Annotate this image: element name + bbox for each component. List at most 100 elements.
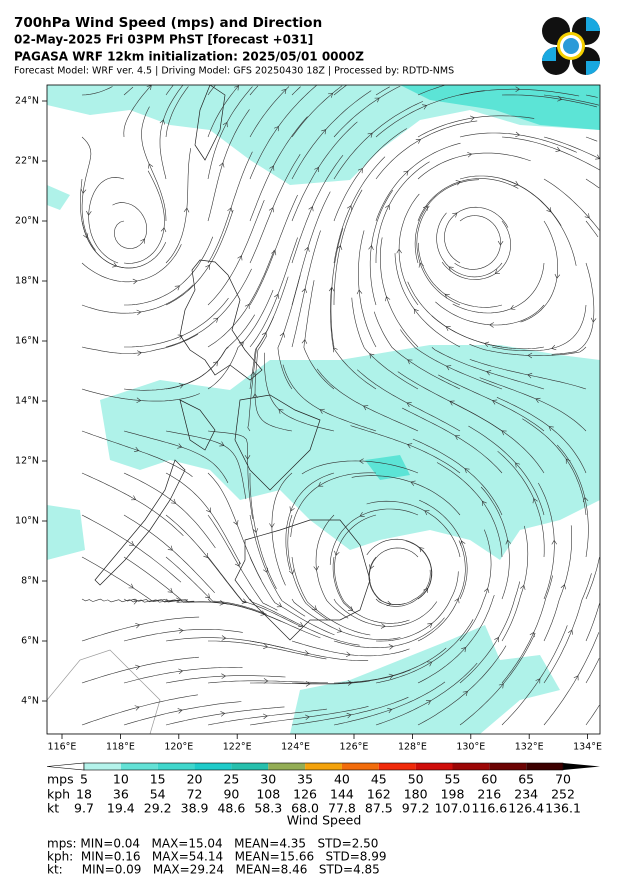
lon-label: 124°E	[281, 742, 310, 753]
streamline-arrow	[136, 309, 142, 316]
lon-label: 128°E	[398, 742, 427, 753]
streamline	[585, 178, 600, 189]
streamline	[543, 94, 600, 106]
colorbar-value: 162	[367, 787, 391, 802]
streamline-arrow	[368, 245, 374, 251]
streamline-arrow	[573, 675, 579, 681]
colorbar-value: 126	[293, 787, 317, 802]
colorbar-segment	[194, 763, 232, 770]
streamline-arrow	[491, 399, 498, 405]
streamline-arrow	[515, 86, 521, 92]
streamline	[543, 136, 600, 159]
lat-label: 24°N	[15, 96, 39, 107]
streamline-arrow	[167, 587, 173, 593]
colorbar-segment	[378, 763, 416, 770]
streamline-arrow	[170, 498, 177, 504]
streamline-arrow	[486, 370, 492, 376]
lon-label: 120°E	[164, 742, 193, 753]
streamline-arrow	[227, 207, 233, 213]
colorbar-value: 30	[260, 772, 276, 787]
streamline-arrow	[445, 365, 452, 371]
streamline-arrow	[336, 627, 343, 633]
streamline-arrow	[385, 296, 391, 302]
colorbar-value: 18	[76, 787, 92, 802]
streamline-arrow	[237, 255, 243, 261]
streamline-arrow	[347, 680, 353, 686]
streamline-arrow	[551, 539, 558, 545]
streamline-arrow	[407, 359, 413, 365]
streamline-arrow	[160, 227, 167, 233]
streamline	[249, 85, 259, 96]
streamline-arrow	[374, 97, 380, 103]
colorbar-value: 50	[408, 772, 424, 787]
streamline-arrow	[301, 338, 308, 344]
streamline-arrow	[308, 206, 314, 212]
colorbar-segment	[157, 763, 195, 770]
streamline-arrow	[406, 443, 413, 449]
streamline	[81, 86, 113, 96]
streamline-arrow	[421, 104, 428, 110]
streamline-arrow	[262, 713, 268, 720]
streamline-arrow	[137, 350, 142, 356]
streamline-arrow	[132, 278, 138, 285]
streamline-arrow	[462, 691, 468, 696]
streamline	[375, 86, 390, 96]
streamline-arrow	[494, 636, 499, 643]
streamline-arrow	[86, 210, 92, 216]
streamline-arrow	[515, 462, 521, 468]
stats: mps: MIN=0.04 MAX=15.04 MEAN=4.35 STD=2.…	[47, 837, 378, 851]
streamline-arrow	[238, 341, 244, 347]
streamline-arrow	[498, 683, 504, 689]
colorbar-value: 136.1	[545, 801, 581, 816]
streamline-arrow	[346, 712, 352, 719]
streamline-arrow	[274, 125, 279, 132]
streamline-arrow	[178, 628, 184, 634]
streamline-arrow	[205, 593, 211, 599]
streamline-arrow	[427, 661, 433, 667]
streamline-arrow	[263, 643, 269, 649]
streamline-arrow	[262, 567, 269, 573]
lat-label: 16°N	[15, 336, 39, 347]
streamline-arrow	[219, 441, 225, 447]
colorbar-value: 216	[477, 787, 501, 802]
streamline-arrow	[269, 523, 275, 528]
streamline	[585, 94, 598, 98]
streamline-arrow	[301, 287, 308, 294]
streamline-arrow	[129, 540, 135, 546]
streamline-arrow	[464, 468, 470, 474]
streamline	[165, 86, 189, 138]
colorbar-value: 38.9	[181, 801, 209, 816]
streamline-arrow	[455, 180, 461, 186]
streamline	[585, 603, 600, 642]
colorbar-label: Wind Speed	[287, 813, 362, 828]
streamline-arrow	[484, 341, 490, 348]
streamline-arrow	[501, 430, 507, 436]
streamline-arrow	[289, 506, 295, 512]
stats: kph: MIN=0.16 MAX=54.14 MEAN=15.66 STD=8…	[47, 850, 387, 864]
lon-label: 126°E	[340, 742, 369, 753]
colorbar-value: 5	[80, 772, 88, 787]
streamline-arrow	[555, 146, 561, 152]
streamline-arrow	[505, 539, 511, 545]
streamline-arrow	[213, 361, 218, 367]
colorbar-extend	[563, 763, 600, 770]
streamline-arrow	[313, 565, 319, 571]
streamline	[123, 86, 134, 96]
lat-label: 12°N	[15, 456, 39, 467]
streamline-arrow	[358, 458, 364, 464]
colorbar-value: 15	[150, 772, 166, 787]
colorbar-value: 65	[518, 772, 534, 787]
streamline-arrow	[510, 304, 516, 310]
streamline-arrow	[497, 240, 504, 246]
streamline-arrow	[388, 673, 394, 680]
map	[47, 85, 600, 734]
colorbar-value: 60	[481, 772, 497, 787]
colorbar-value: 72	[187, 787, 203, 802]
colorbar-segment	[341, 763, 379, 770]
streamline-arrow	[319, 408, 325, 414]
lat-label: 6°N	[21, 636, 39, 647]
colorbar-value: 20	[187, 772, 203, 787]
title: 700hPa Wind Speed (mps) and Direction	[14, 15, 322, 31]
streamline-arrow	[345, 651, 351, 658]
